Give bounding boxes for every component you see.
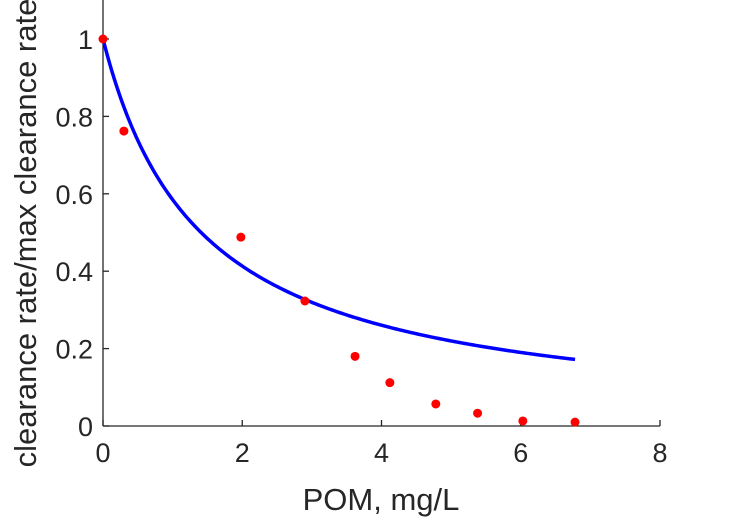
data-point xyxy=(98,34,108,44)
data-point xyxy=(350,351,360,361)
y-axis-label: clearance rate/max clearance rate xyxy=(8,0,43,467)
y-tick-label: 0.8 xyxy=(55,102,93,132)
y-tick-label: 0.6 xyxy=(55,180,93,210)
y-tick-label: 0.2 xyxy=(55,335,93,365)
data-point xyxy=(431,399,441,409)
y-tick-label: 0 xyxy=(78,412,93,442)
y-tick-label: 0.4 xyxy=(55,257,93,287)
x-tick-label: 8 xyxy=(652,438,667,468)
data-point xyxy=(473,408,483,418)
x-tick-label: 6 xyxy=(513,438,528,468)
x-axis-label: POM, mg/L xyxy=(303,482,460,517)
x-ticks: 0 2 4 6 8 xyxy=(95,420,668,468)
x-tick-label: 2 xyxy=(235,438,250,468)
y-tick-label: 1 xyxy=(78,25,93,55)
data-point xyxy=(236,232,246,242)
data-points xyxy=(98,34,580,427)
y-ticks: 0 0.2 0.4 0.6 0.8 1 xyxy=(55,25,109,442)
x-tick-label: 4 xyxy=(374,438,389,468)
data-point xyxy=(570,417,580,427)
x-tick-label: 0 xyxy=(95,438,110,468)
data-point xyxy=(385,378,395,388)
fit-curve-line xyxy=(101,38,576,362)
data-point xyxy=(119,126,129,136)
data-point xyxy=(300,296,310,306)
plot-area: 0 2 4 6 8 0 0.2 0.4 0.6 0.8 1 xyxy=(55,0,668,468)
data-point xyxy=(518,416,528,426)
